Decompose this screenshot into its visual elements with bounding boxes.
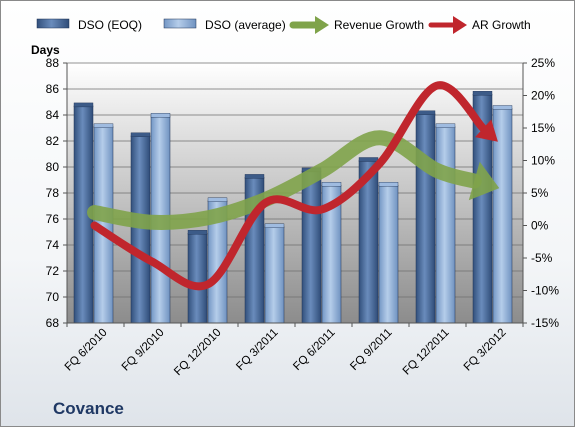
bar-cap xyxy=(321,181,342,187)
y2-tick-label: -15% xyxy=(531,316,559,330)
y-tick-label: 76 xyxy=(46,212,60,226)
y-tick-label: 82 xyxy=(46,134,60,148)
x-tick-label: FQ 12/2010 xyxy=(172,327,223,378)
y-tick-label: 80 xyxy=(46,160,60,174)
y2-tick-label: -10% xyxy=(531,284,559,298)
bar-cap xyxy=(264,223,285,229)
y-tick-label: 68 xyxy=(46,316,60,330)
bar-dso-average xyxy=(264,226,285,324)
bar-cap xyxy=(73,102,94,108)
y2-tick-label: -5% xyxy=(531,251,553,265)
bar-cap xyxy=(435,123,456,128)
legend: DSO (EOQ) DSO (average) Revenue Growth AR G… xyxy=(36,16,531,34)
legend-swatch xyxy=(36,18,70,29)
bar-cap xyxy=(150,113,171,118)
bar-cap xyxy=(358,157,379,162)
y2-tick-label: 5% xyxy=(531,186,549,200)
y2-tick-label: 25% xyxy=(531,56,555,70)
y-axis-title: Days xyxy=(31,43,60,57)
revenue-growth-line xyxy=(87,130,482,230)
y-tick-label: 86 xyxy=(46,82,60,96)
y-tick-label: 88 xyxy=(46,56,60,70)
x-tick-label: FQ 3/2012 xyxy=(462,327,509,374)
bar-cap xyxy=(492,105,513,110)
legend-arrowhead xyxy=(453,16,467,34)
y2-tick-label: 15% xyxy=(531,121,555,135)
revenue-growth-arrowhead xyxy=(468,161,500,201)
y-tick-label: 74 xyxy=(46,238,60,252)
x-tick-label: FQ 6/2010 xyxy=(63,327,110,374)
x-tick-label: FQ 9/2011 xyxy=(348,327,394,373)
bar-cap xyxy=(187,230,208,235)
ar-growth-line xyxy=(90,81,488,291)
bar-cap xyxy=(472,90,493,96)
y2-tick-label: 20% xyxy=(531,89,555,103)
legend-label: DSO (EOQ) xyxy=(78,18,142,32)
x-tick-label: FQ 12/2011 xyxy=(401,327,452,378)
y-tick-label: 72 xyxy=(46,264,60,278)
bar-cap xyxy=(207,197,228,203)
y-tick-label: 78 xyxy=(46,186,60,200)
company-name: Covance xyxy=(53,399,124,418)
bars xyxy=(73,90,513,324)
bar-dso-eoq xyxy=(187,233,208,324)
legend-label: AR Growth xyxy=(472,18,531,32)
x-tick-label: FQ 6/2011 xyxy=(291,327,337,373)
y-tick-label: 84 xyxy=(46,108,60,122)
bar-cap xyxy=(244,174,265,179)
bar-cap xyxy=(415,110,436,115)
legend-swatch xyxy=(163,18,197,29)
x-tick-label: FQ 3/2011 xyxy=(234,327,280,373)
ar-growth-arrowhead xyxy=(475,119,498,142)
legend-label: Revenue Growth xyxy=(334,18,424,32)
legend-arrowhead xyxy=(315,16,329,34)
y-tick-label: 70 xyxy=(46,290,60,304)
bar-dso-eoq xyxy=(415,113,436,324)
bar-dso-average xyxy=(378,184,399,324)
x-tick-label: FQ 9/2010 xyxy=(120,327,167,374)
growth-lines xyxy=(87,81,500,291)
legend-label: DSO (average) xyxy=(205,18,286,32)
bar-cap xyxy=(378,181,399,187)
bar-dso-average xyxy=(435,126,456,324)
bar-dso-eoq xyxy=(301,170,322,324)
bar-cap xyxy=(93,123,114,128)
y2-tick-label: 0% xyxy=(531,219,549,233)
bar-cap xyxy=(130,132,151,138)
y2-tick-label: 10% xyxy=(531,154,555,168)
